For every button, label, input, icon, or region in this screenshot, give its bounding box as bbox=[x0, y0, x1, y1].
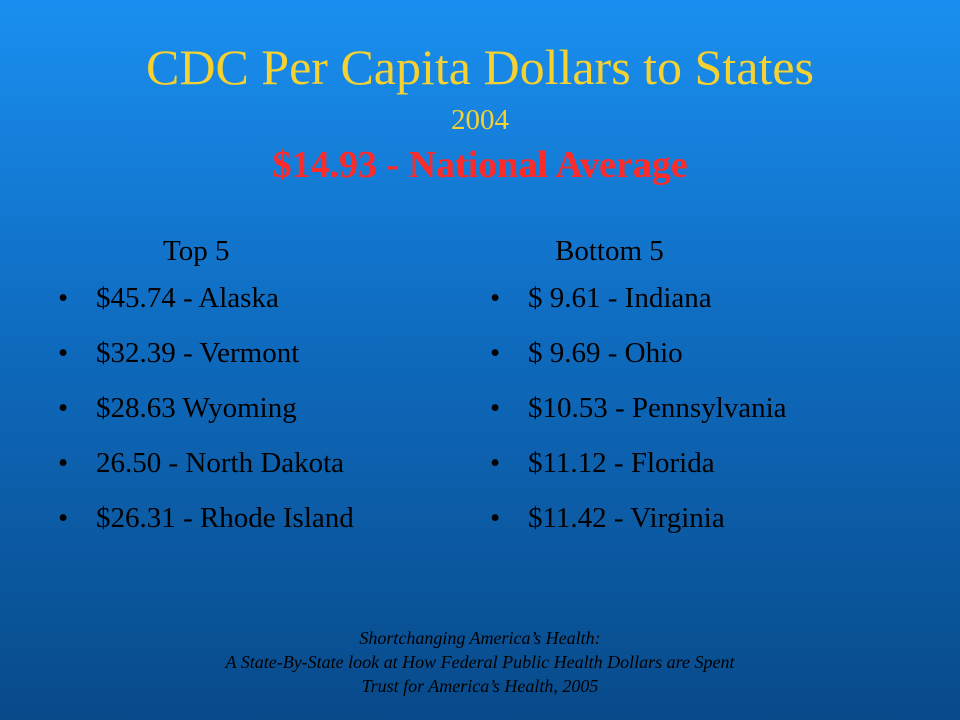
item-list: $ 9.61 - Indiana$ 9.69 - Ohio$10.53 - Pe… bbox=[490, 282, 787, 557]
column: Bottom 5 $ 9.61 - Indiana$ 9.69 - Ohio$10… bbox=[490, 235, 787, 557]
column-heading: Top 5 bbox=[163, 235, 230, 267]
list-item: $10.53 - Pennsylvania bbox=[490, 392, 787, 447]
title: CDC Per Capita Dollars to States bbox=[146, 39, 814, 95]
list-item: $28.63 Wyoming bbox=[58, 392, 354, 447]
subtitle: $14.93 - National Average bbox=[272, 144, 688, 186]
year: 2004 bbox=[451, 104, 509, 136]
list-item: $ 9.61 - Indiana bbox=[490, 282, 787, 337]
list-item: $11.42 - Virginia bbox=[490, 502, 787, 557]
list-item: $11.12 - Florida bbox=[490, 447, 787, 502]
item-list: $45.74 - Alaska$32.39 - Vermont$28.63 Wy… bbox=[58, 282, 354, 557]
list-item: $26.31 - Rhode Island bbox=[58, 502, 354, 557]
source: Shortchanging America’s Health: A State-B… bbox=[0, 626, 960, 698]
list-item: $ 9.69 - Ohio bbox=[490, 337, 787, 392]
column-heading: Bottom 5 bbox=[555, 235, 664, 267]
list-item: $45.74 - Alaska bbox=[58, 282, 354, 337]
source-line: A State-By-State look at How Federal Pub… bbox=[225, 652, 735, 672]
list-item: $32.39 - Vermont bbox=[58, 337, 354, 392]
source-line: Trust for America’s Health, 2005 bbox=[361, 676, 599, 696]
column: Top 5 $45.74 - Alaska$32.39 - Vermont$28.… bbox=[58, 235, 354, 557]
list-item: 26.50 - North Dakota bbox=[58, 447, 354, 502]
source-line: Shortchanging America’s Health: bbox=[359, 628, 601, 648]
